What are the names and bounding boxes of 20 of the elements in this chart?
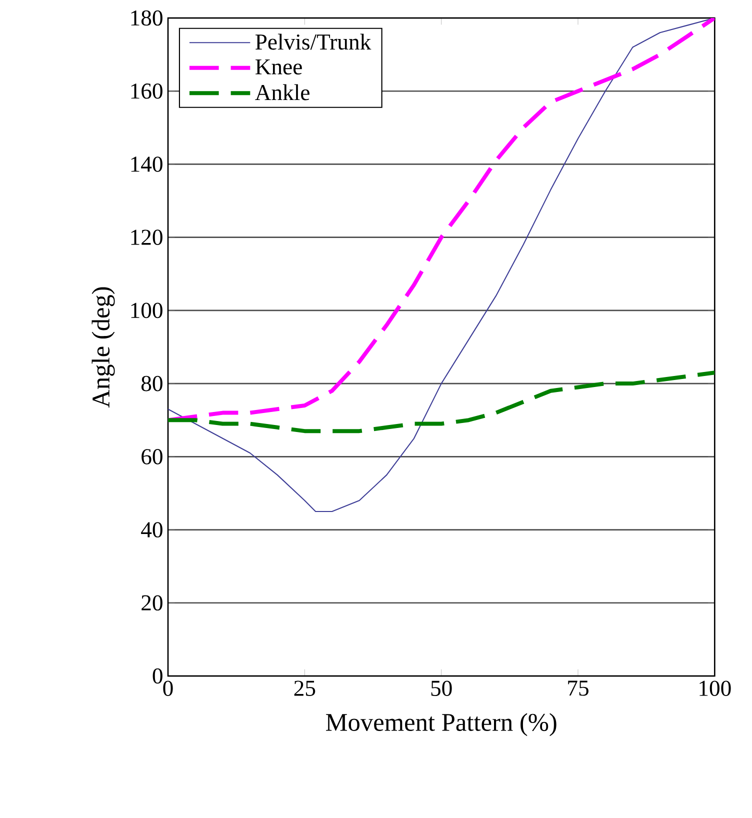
x-tick-label: 0: [163, 680, 173, 696]
x-axis-title: Movement Pattern (%): [326, 713, 556, 736]
y-axis-title: Angle (deg): [92, 287, 115, 408]
x-tick-label: 25: [294, 680, 316, 696]
y-tick-label: 80: [141, 376, 162, 392]
y-tick-label: 160: [131, 83, 162, 99]
legend-label: Pelvis/Trunk: [255, 34, 372, 50]
legend-label: Knee: [255, 59, 302, 75]
x-tick-label: 50: [431, 680, 452, 696]
x-tick-label: 75: [568, 680, 588, 696]
y-tick-label: 20: [142, 595, 162, 611]
y-tick-label: 100: [131, 302, 162, 318]
legend-label: Ankle: [255, 84, 310, 100]
x-tick-label: 100: [700, 680, 731, 696]
y-tick-label: 60: [142, 449, 162, 464]
y-tick-label: 0: [152, 668, 162, 684]
y-tick-label: 180: [131, 10, 162, 26]
y-tick-label: 120: [131, 230, 162, 245]
y-tick-label: 140: [131, 156, 162, 172]
y-tick-label: 40: [141, 522, 162, 538]
